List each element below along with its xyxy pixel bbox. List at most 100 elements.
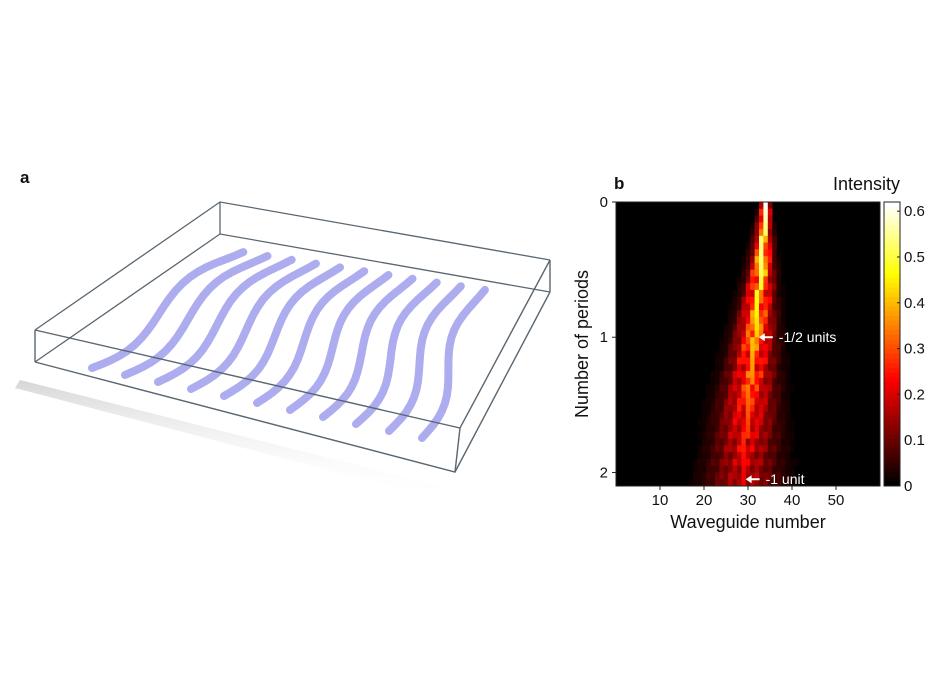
heatmap-cell <box>723 391 729 399</box>
heatmap-cell <box>767 350 773 358</box>
colorbar-segment <box>884 457 900 463</box>
heatmap-cell <box>767 384 773 392</box>
heatmap-cell <box>745 296 751 304</box>
heatmap-cell <box>697 458 703 467</box>
heatmap-cell <box>785 404 791 412</box>
heatmap-cell <box>754 431 760 439</box>
colorbar-segment <box>884 372 900 378</box>
heatmap-cell <box>772 371 777 379</box>
heatmap-cell <box>754 262 760 270</box>
colorbar-segment <box>884 415 900 421</box>
heatmap-cell <box>781 398 786 406</box>
heatmap-cell <box>754 276 760 284</box>
heatmap-cell <box>754 235 760 243</box>
heatmap-cell <box>710 479 716 487</box>
colorbar-segment <box>884 462 900 468</box>
colorbar-segment <box>884 282 900 288</box>
heatmap-cell <box>767 465 773 473</box>
waveguide <box>154 255 296 386</box>
heatmap-cell <box>719 458 725 467</box>
heatmap-cell <box>750 269 755 277</box>
heatmap-cell <box>737 445 742 453</box>
heatmap-cell <box>759 303 764 311</box>
heatmap-cell <box>776 276 782 284</box>
heatmap-cell <box>750 289 755 297</box>
heatmap-cell <box>759 249 764 257</box>
heatmap-cell <box>719 445 725 453</box>
heatmap-cell <box>706 458 711 467</box>
heatmap-cell <box>776 310 782 318</box>
colorbar-segment <box>884 310 900 316</box>
heatmap-cell <box>710 418 716 426</box>
heatmap-cell <box>737 289 742 297</box>
heatmap-cell <box>776 445 782 453</box>
heatmap-cell <box>754 310 760 318</box>
heatmap-cell <box>728 465 733 473</box>
heatmap-cell <box>706 418 711 426</box>
heatmap-cell <box>741 404 747 412</box>
heatmap-cell <box>741 371 747 379</box>
heatmap-cell <box>776 479 782 487</box>
heatmap-cell <box>715 398 720 406</box>
heatmap-cell <box>772 357 777 365</box>
heatmap-cell <box>715 465 720 473</box>
colorbar-tick-label: 0.2 <box>904 386 925 403</box>
colorbar-segment <box>884 320 900 326</box>
heatmap-cell <box>754 215 760 223</box>
heatmap-cell <box>719 465 725 473</box>
heatmap-cell <box>723 479 729 487</box>
heatmap-cell <box>750 404 755 412</box>
heatmap-cell <box>759 296 764 304</box>
heatmap-cell <box>732 371 738 379</box>
heatmap-cell <box>723 337 729 345</box>
heatmap-cell <box>754 222 760 230</box>
heatmap-cell <box>763 310 769 318</box>
heatmap-cell <box>745 357 751 365</box>
heatmap-cell <box>767 337 773 345</box>
heatmap-cell <box>732 330 738 338</box>
heatmap-cell <box>754 364 760 372</box>
heatmap-cell <box>759 391 764 399</box>
colorbar-tick-label: 0.5 <box>904 249 925 266</box>
heatmap-cell <box>772 283 777 291</box>
heatmap-cell <box>781 445 786 453</box>
heatmap-cell <box>767 431 773 439</box>
heatmap-cell <box>763 337 769 345</box>
heatmap-cell <box>723 431 729 439</box>
heatmap-cell <box>745 256 751 264</box>
heatmap-cell <box>785 445 791 453</box>
heatmap-cell <box>767 404 773 412</box>
heatmap-cell <box>732 289 738 297</box>
colorbar-segment <box>884 419 900 425</box>
panel-label-a: a <box>20 168 30 187</box>
colorbar-segment <box>884 296 900 302</box>
heatmap-cell <box>706 445 711 453</box>
heatmap-cell <box>728 438 733 446</box>
heatmap-cell <box>706 404 711 412</box>
heatmap-cell <box>750 283 755 291</box>
heatmap-cell <box>767 262 773 270</box>
heatmap-cell <box>776 425 782 433</box>
heatmap-cell <box>772 323 777 331</box>
heatmap-cell <box>737 296 742 304</box>
heatmap-cell <box>767 344 773 352</box>
heatmap-cell <box>719 377 725 385</box>
colorbar-segment <box>884 235 900 241</box>
heatmap-cell <box>741 283 747 291</box>
heatmap-cell <box>763 330 769 338</box>
heatmap-cell <box>754 371 760 379</box>
heatmap-cell <box>763 465 769 473</box>
heatmap-cell <box>763 411 769 419</box>
heatmap-cell <box>701 418 707 426</box>
heatmap-cell <box>719 411 725 419</box>
heatmap-cell <box>710 465 716 473</box>
heatmap-cell <box>737 458 742 467</box>
heatmap-cell <box>697 418 703 426</box>
heatmap-cell <box>745 330 751 338</box>
heatmap-cell <box>759 384 764 392</box>
heatmap-cell <box>781 344 786 352</box>
heatmap-cell <box>772 384 777 392</box>
colorbar-tick-label: 0.6 <box>904 203 925 220</box>
heatmap-cell <box>715 411 720 419</box>
heatmap-cell <box>781 337 786 345</box>
